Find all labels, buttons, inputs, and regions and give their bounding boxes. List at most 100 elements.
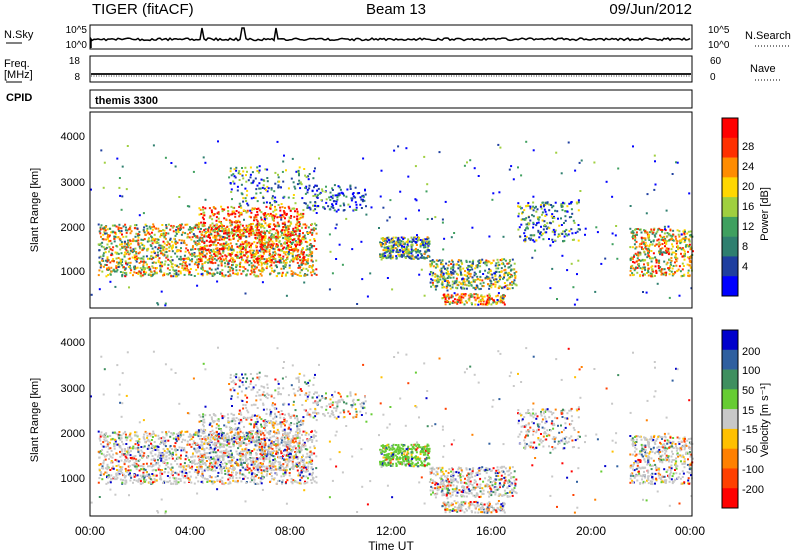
power-point — [529, 238, 532, 241]
power-point — [406, 255, 409, 258]
power-point — [364, 189, 366, 192]
velocity-point — [99, 433, 102, 436]
power-point — [250, 246, 252, 249]
power-point — [665, 243, 668, 246]
power-point — [494, 301, 497, 304]
power-point — [295, 223, 298, 226]
velocity-point — [223, 445, 226, 448]
velocity-point — [175, 440, 178, 443]
power-point — [510, 273, 513, 276]
power-point — [644, 237, 647, 240]
power-point — [226, 231, 229, 234]
power-point — [384, 238, 387, 240]
nsky-trace — [90, 27, 691, 48]
power-point — [237, 225, 240, 228]
power-point — [423, 155, 426, 158]
power-point — [534, 249, 537, 252]
power-point — [650, 275, 653, 278]
power-point — [186, 205, 189, 208]
velocity-point — [214, 446, 217, 449]
power-point — [540, 207, 543, 210]
power-point — [144, 273, 147, 276]
power-point — [497, 264, 499, 267]
power-point — [191, 248, 194, 251]
power-point — [233, 229, 236, 232]
power-point — [240, 234, 243, 237]
power-point — [314, 184, 317, 187]
power-point — [416, 257, 419, 260]
power-point — [498, 276, 501, 279]
power-point — [163, 229, 166, 232]
power-point — [165, 251, 168, 253]
power-point — [143, 269, 146, 272]
power-point — [222, 242, 225, 245]
power-point — [221, 238, 223, 241]
power-point — [660, 235, 663, 238]
power-point — [114, 251, 117, 254]
colorbar-swatch — [722, 256, 738, 277]
power-point — [285, 169, 287, 172]
power-point — [233, 221, 236, 224]
power-point — [148, 257, 151, 260]
power-point — [331, 187, 334, 190]
power-point — [111, 259, 114, 262]
power-point — [662, 251, 665, 254]
power-point — [238, 230, 241, 233]
power-point — [215, 259, 218, 262]
power-point — [452, 300, 455, 303]
power-point — [297, 257, 300, 260]
velocity-point — [177, 436, 180, 439]
power-point — [517, 166, 519, 169]
power-point — [665, 263, 668, 266]
power-point — [154, 227, 157, 230]
power-point — [508, 287, 511, 290]
power-point — [502, 298, 505, 301]
power-point — [304, 223, 307, 226]
velocity-point — [98, 437, 101, 440]
power-point — [191, 246, 194, 249]
power-point — [678, 230, 681, 233]
power-point — [232, 258, 235, 261]
power-point — [270, 233, 273, 236]
power-point — [639, 275, 642, 278]
power-point — [447, 270, 449, 273]
power-point — [163, 235, 166, 238]
power-point — [290, 232, 293, 235]
power-point — [440, 270, 443, 273]
power-point — [296, 250, 299, 253]
velocity-point — [148, 440, 151, 443]
power-point — [552, 241, 555, 243]
power-point — [687, 238, 690, 241]
power-point — [390, 238, 393, 241]
power-point — [509, 282, 512, 285]
velocity-point — [298, 474, 301, 477]
power-point — [199, 208, 202, 211]
power-point — [283, 246, 286, 249]
power-point — [298, 266, 301, 269]
power-point — [543, 225, 546, 228]
power-point — [283, 222, 286, 225]
power-point — [684, 236, 687, 238]
power-point — [154, 246, 157, 249]
power-point — [184, 261, 187, 264]
power-point — [485, 259, 488, 262]
power-point — [443, 293, 446, 296]
power-point — [686, 256, 689, 259]
power-point — [668, 296, 671, 299]
power-panel: Slant Range [km] 1000 2000 3000 4000 — [29, 111, 694, 309]
velocity-point — [177, 432, 180, 435]
power-point — [174, 165, 177, 168]
power-point — [241, 251, 244, 254]
power-point — [190, 238, 193, 241]
power-point — [268, 253, 271, 255]
power-point — [417, 250, 420, 253]
power-point — [242, 270, 245, 273]
velocity-point — [124, 455, 127, 458]
power-point — [532, 223, 535, 226]
power-point — [302, 247, 304, 250]
power-point — [471, 268, 474, 271]
power-point — [436, 275, 439, 278]
power-point — [247, 204, 250, 207]
power-point — [401, 255, 404, 258]
power-point — [231, 269, 234, 272]
